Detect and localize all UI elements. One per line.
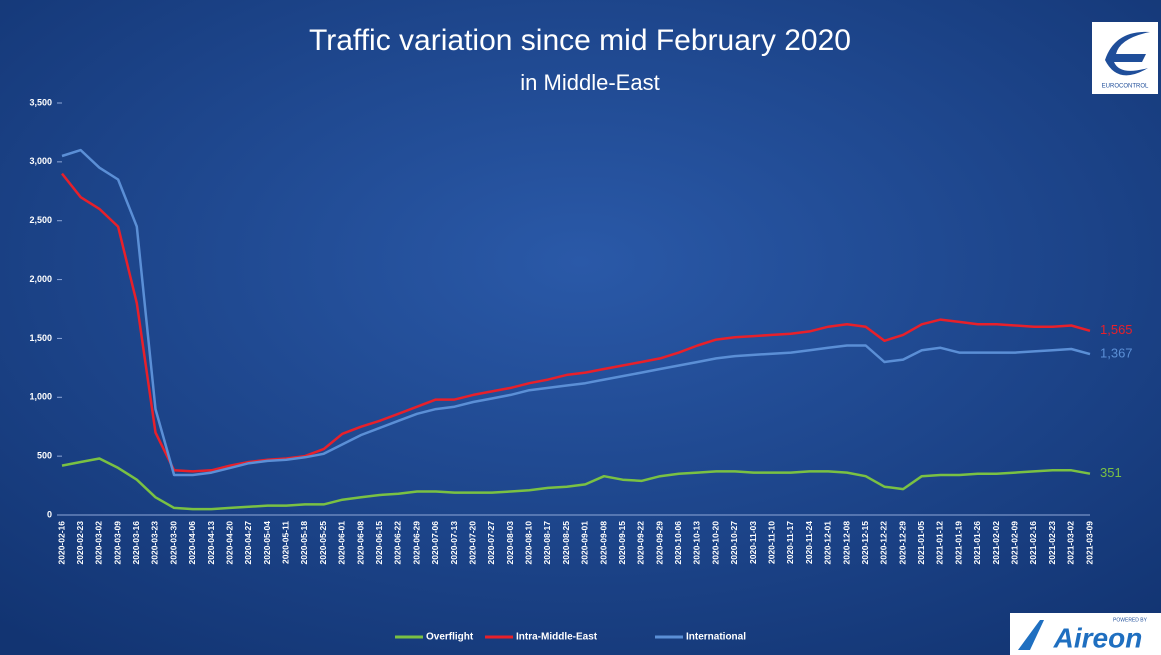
x-tick-label: 2020-10-20 [710,521,720,565]
x-tick-label: 2020-04-20 [224,521,234,565]
x-tick-label: 2020-02-23 [75,521,85,565]
x-tick-label: 2021-01-19 [953,521,963,565]
x-tick-label: 2020-08-17 [542,521,552,565]
legend-label: Overflight [426,632,474,643]
x-tick-label: 2020-11-10 [767,521,777,564]
end-label: 1,367 [1100,346,1133,361]
x-tick-label: 2020-06-22 [393,521,403,565]
x-tick-label: 2021-01-12 [935,521,945,565]
end-label: 1,565 [1100,322,1133,337]
x-tick-label: 2020-07-13 [449,521,459,565]
x-tick-label: 2020-09-08 [598,521,608,565]
x-tick-label: 2020-11-03 [748,521,758,564]
x-tick-label: 2020-04-27 [243,521,253,565]
logo-mark [1105,31,1150,76]
x-tick-label: 2020-06-08 [355,521,365,565]
y-tick-label: 1,000 [29,392,52,402]
y-tick-label: 2,000 [29,274,52,284]
x-tick-label: 2020-09-22 [636,521,646,565]
x-tick-label: 2020-12-15 [860,521,870,565]
y-tick-label: 3,000 [29,156,52,166]
x-tick-label: 2020-10-27 [729,521,739,565]
x-tick-label: 2021-01-26 [972,521,982,565]
logo-bottom: POWERED BY Aireon [1010,613,1161,655]
x-tick-label: 2020-05-25 [318,521,328,565]
x-tick-label: 2020-11-24 [804,521,814,564]
y-tick-label: 500 [37,451,52,461]
x-tick-label: 2020-09-01 [580,521,590,565]
line [61,172,1091,473]
logo-top: EUROCONTROL [1092,22,1158,94]
x-tick-label: 2020-05-11 [281,521,291,564]
x-tick-label: 2020-12-01 [823,521,833,565]
x-tick-label: 2020-03-30 [168,521,178,565]
x-tick-label: 2020-04-06 [187,521,197,565]
chart-title: Traffic variation since mid February 202… [309,24,851,57]
logo-tag: POWERED BY [1113,617,1148,623]
x-tick-label: 2020-03-02 [94,521,104,565]
x-tick-label: 2021-01-05 [916,521,926,565]
x-tick-label: 2020-05-04 [262,521,272,565]
y-tick-label: 0 [47,509,52,519]
x-tick-label: 2021-02-16 [1028,521,1038,565]
x-tick-label: 2020-08-25 [561,521,571,565]
x-tick-label: 2021-02-02 [991,521,1001,565]
x-tick-label: 2020-06-29 [411,521,421,565]
x-tick-label: 2020-07-06 [430,521,440,565]
x-tick-label: 2020-06-01 [337,521,347,565]
x-tick-label: 2020-07-20 [467,521,477,565]
chart-subtitle: in Middle-East [520,70,659,95]
x-tick-label: 2020-08-10 [524,521,534,565]
x-tick-label: 2020-08-03 [505,521,515,565]
x-tick-label: 2020-03-23 [150,521,160,565]
x-tick-label: 2021-02-09 [1009,521,1019,565]
y-tick-label: 2,500 [29,215,52,225]
x-tick-label: 2020-10-13 [692,521,702,565]
x-tick-label: 2020-03-09 [112,521,122,565]
x-tick-label: 2020-04-13 [206,521,216,565]
legend-label: Intra-Middle-East [516,632,598,643]
x-tick-label: 2020-10-06 [673,521,683,565]
logo-text: EUROCONTROL [1102,84,1149,90]
x-tick-label: 2020-06-15 [374,521,384,565]
x-tick-label: 2020-12-08 [841,521,851,565]
x-tick-label: 2020-03-16 [131,521,141,565]
x-tick-label: 2020-11-17 [785,521,795,564]
x-tick-label: 2020-12-22 [879,521,889,565]
x-tick-label: 2020-05-18 [299,521,309,565]
x-tick-label: 2021-03-02 [1066,521,1076,565]
x-tick-label: 2020-12-29 [897,521,907,565]
x-tick-label: 2021-02-23 [1047,521,1057,565]
logo-text: Aireon [1053,622,1143,653]
x-tick-label: 2020-09-29 [654,521,664,565]
x-tick-label: 2020-09-15 [617,521,627,565]
x-tick-label: 2021-03-09 [1084,521,1094,565]
line [61,148,1091,477]
y-tick-label: 1,500 [29,333,52,343]
x-tick-label: 2020-02-16 [56,521,66,565]
line [61,457,1091,511]
x-tick-label: 2020-07-27 [486,521,496,565]
y-tick-label: 3,500 [29,97,52,107]
legend-label: International [686,632,746,643]
end-label: 351 [1100,465,1122,480]
logo-mark [1018,620,1044,650]
